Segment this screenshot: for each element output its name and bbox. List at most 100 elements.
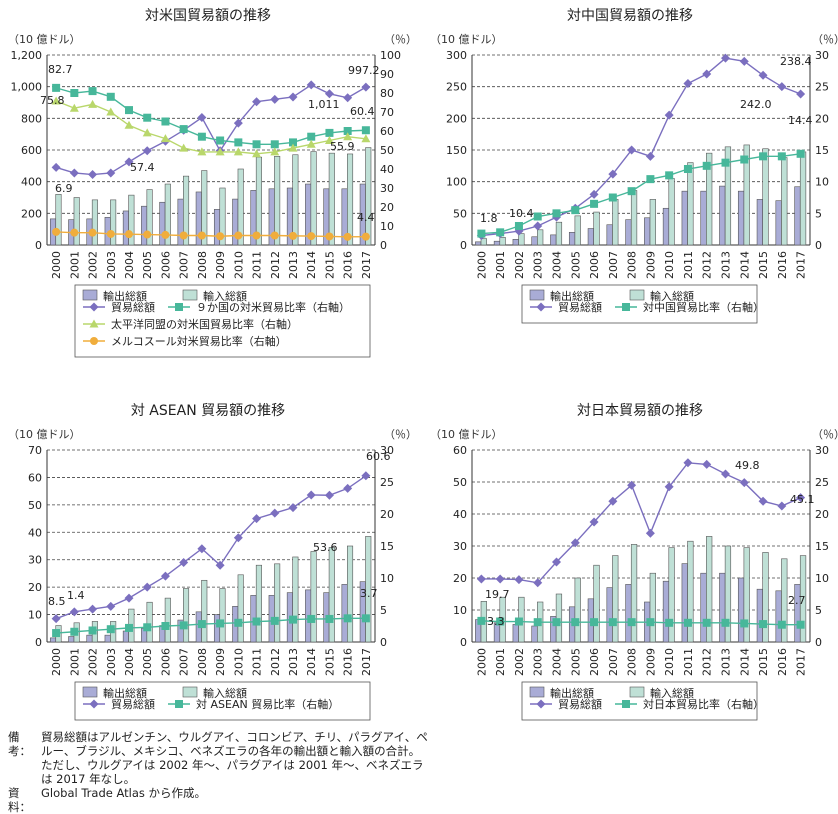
y2-tick-label: 50 [380,144,394,157]
series-point [496,617,505,626]
series-point [361,471,371,481]
series-point [252,97,262,107]
x-tick-label: 2002 [513,648,526,676]
series-point [289,615,297,624]
bar-export [568,232,576,246]
x-tick-label: 2010 [663,648,676,676]
series-line [481,462,801,584]
x-tick-label: 2006 [159,648,172,676]
bar-import [593,564,600,643]
bar-import [219,187,226,246]
series-point [514,617,523,626]
bar-import [255,564,262,643]
x-tick-label: 2002 [87,251,100,279]
series-point [796,89,806,99]
bar-import [724,545,732,643]
y-tick-label: 50 [28,499,42,512]
data-label: 3.3 [487,615,505,628]
series-point [627,480,637,490]
series-point [306,490,316,500]
series-point [608,169,618,179]
data-label: 1,011 [308,98,340,111]
series-point [758,496,768,506]
series-line [56,617,366,634]
legend-swatch [82,289,98,301]
legend-box [74,681,371,721]
series-point [307,614,316,623]
bar-import [365,536,372,643]
series-point [51,162,61,172]
bar-export [122,210,129,246]
series-point [233,147,243,156]
y-tick-label: 1,000 [11,81,43,94]
y2-unit-label: （％） [384,33,417,46]
legend-marker [89,302,99,312]
x-tick-label: 2001 [494,648,507,676]
series-point [796,149,805,158]
series-point [777,620,786,629]
data-label: 4.4 [357,211,375,224]
bar-export [531,236,538,246]
legend-swatch [182,289,198,301]
x-tick-label: 2000 [475,648,488,676]
data-label: 57.4 [130,161,155,174]
series-point [106,92,115,101]
y2-tick-label: 40 [380,163,394,176]
bar-import [630,190,638,246]
series-point [160,134,170,143]
series-point [252,514,262,524]
y2-tick-label: 0 [380,636,387,649]
bar-export [794,186,801,246]
series-point [325,128,334,137]
bar-import [365,147,372,246]
series-point [70,627,79,636]
x-tick-label: 2014 [738,251,751,279]
bar-import [649,572,656,643]
series-point [552,618,561,627]
series-point [160,571,170,581]
y-tick-label: 200 [21,207,42,220]
bar-import [328,547,335,643]
series-point [702,161,711,170]
x-tick-label: 2004 [123,648,136,676]
series-line [55,100,366,155]
bar-import [237,574,244,643]
series-point [627,187,636,196]
bar-import [706,536,713,643]
series-point [70,228,79,237]
bar-import [781,157,788,246]
series-point [476,574,486,584]
legend-label: 対 ASEAN 貿易比率（右軸） [196,697,339,711]
series-point [88,626,97,635]
x-tick-label: 2007 [607,251,620,279]
series-point [514,575,524,585]
y2-tick-label: 30 [815,49,829,62]
series-point [721,469,730,479]
series-point [288,503,298,513]
series-point [52,629,61,638]
series-point [161,117,170,126]
series-point [739,478,749,488]
x-tick-label: 2004 [551,251,564,279]
series-point [289,138,297,147]
x-tick-label: 2001 [494,251,507,279]
series-point [533,221,543,231]
bar-export [475,241,482,246]
bar-import [480,238,487,246]
series-point [270,616,279,625]
series-point [645,528,655,538]
bar-export [213,614,221,643]
series-point [252,617,261,626]
legend-label: 輸出総額 [550,289,594,303]
bar-export [341,584,348,643]
series-point [69,168,79,178]
series-point [759,152,768,161]
data-label: 997.2 [348,64,380,77]
series-point [252,149,262,158]
x-tick-label: 2008 [196,251,209,279]
series-point [570,538,580,548]
series-point [270,508,280,518]
y2-tick-label: 25 [815,476,829,489]
y-tick-label: 100 [446,176,467,189]
series-point [234,138,243,147]
